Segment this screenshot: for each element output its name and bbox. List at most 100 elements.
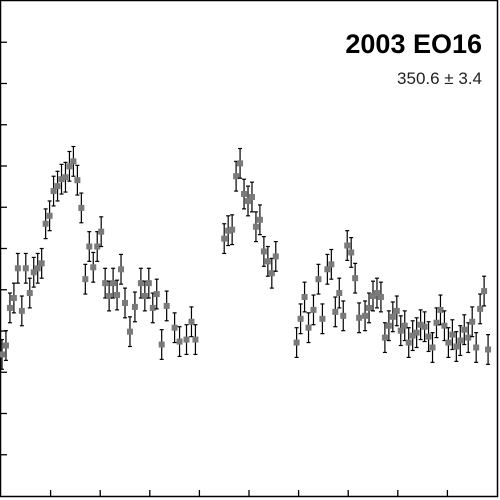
data-point [461, 314, 468, 346]
point-marker [70, 158, 77, 165]
data-point [245, 185, 252, 217]
data-point [457, 325, 464, 357]
data-point [324, 253, 331, 285]
point-marker [340, 312, 347, 319]
point-marker [315, 276, 322, 283]
point-marker [62, 174, 69, 181]
point-marker [393, 307, 400, 314]
point-marker [18, 307, 25, 314]
data-point [473, 332, 480, 363]
point-marker [336, 290, 343, 297]
data-point [26, 277, 33, 309]
data-point [485, 334, 492, 365]
data-point [0, 338, 5, 370]
data-point [46, 200, 53, 232]
point-marker [429, 344, 436, 351]
data-point [122, 287, 128, 319]
data-point [225, 215, 232, 247]
data-point [62, 161, 69, 193]
point-marker [126, 328, 133, 335]
data-point [90, 251, 97, 283]
point-marker [324, 266, 331, 273]
point-marker [356, 314, 363, 321]
point-marker [473, 344, 480, 351]
point-marker [131, 303, 138, 310]
data-point [38, 247, 45, 279]
data-point [421, 311, 428, 343]
data-point [82, 263, 89, 295]
point-marker [332, 308, 339, 315]
data-point [344, 230, 351, 261]
point-marker [229, 226, 236, 233]
data-point [409, 320, 416, 352]
data-point [252, 211, 259, 243]
data-point [221, 223, 228, 255]
point-marker [453, 343, 460, 350]
point-marker [137, 280, 144, 287]
data-point [370, 280, 376, 312]
data-point [131, 291, 138, 323]
point-marker [362, 312, 369, 319]
data-point [268, 257, 275, 289]
data-point [237, 147, 244, 179]
point-marker [405, 339, 412, 346]
point-marker [102, 280, 109, 287]
point-marker [328, 261, 335, 268]
data-point [118, 253, 125, 285]
point-marker [163, 302, 170, 309]
data-point [373, 277, 380, 309]
point-marker [90, 264, 97, 271]
point-marker [225, 227, 232, 234]
point-marker [98, 228, 105, 235]
data-point [356, 302, 363, 334]
point-marker [256, 216, 263, 223]
point-marker [421, 323, 428, 330]
point-marker [42, 220, 49, 227]
point-marker [2, 342, 9, 349]
data-point [401, 310, 408, 342]
point-marker [385, 322, 392, 329]
data-point [393, 295, 400, 327]
data-point [389, 301, 396, 333]
chart-subtitle: 350.6 ± 3.4 [397, 69, 482, 88]
point-marker [241, 191, 248, 198]
data-point [305, 312, 312, 344]
point-marker [192, 336, 199, 343]
data-point [229, 214, 236, 246]
point-marker [297, 315, 304, 322]
data-point [315, 263, 322, 295]
point-marker [477, 305, 484, 312]
point-marker [252, 223, 259, 230]
data-point [413, 317, 420, 349]
data-point [6, 292, 13, 324]
data-point [58, 163, 65, 195]
point-marker [433, 319, 440, 326]
point-marker [264, 258, 271, 265]
data-point [429, 332, 436, 363]
axis-ticks [1, 41, 449, 496]
point-marker [34, 265, 41, 272]
data-point [163, 290, 170, 322]
data-point [50, 175, 57, 207]
data-point [10, 282, 17, 314]
point-marker [417, 321, 424, 328]
data-point [417, 309, 424, 341]
point-marker [457, 337, 464, 344]
point-marker [14, 265, 21, 272]
point-marker [6, 304, 13, 311]
data-point [352, 262, 359, 294]
data-point [385, 310, 392, 342]
data-point [336, 277, 343, 309]
data-point [340, 300, 347, 332]
point-marker [50, 188, 57, 195]
data-point [319, 303, 326, 335]
point-marker [153, 291, 160, 298]
point-marker [465, 334, 472, 341]
data-point [481, 275, 488, 307]
point-marker [176, 338, 183, 345]
point-marker [260, 248, 267, 255]
point-marker [481, 288, 488, 295]
data-point [171, 312, 178, 344]
